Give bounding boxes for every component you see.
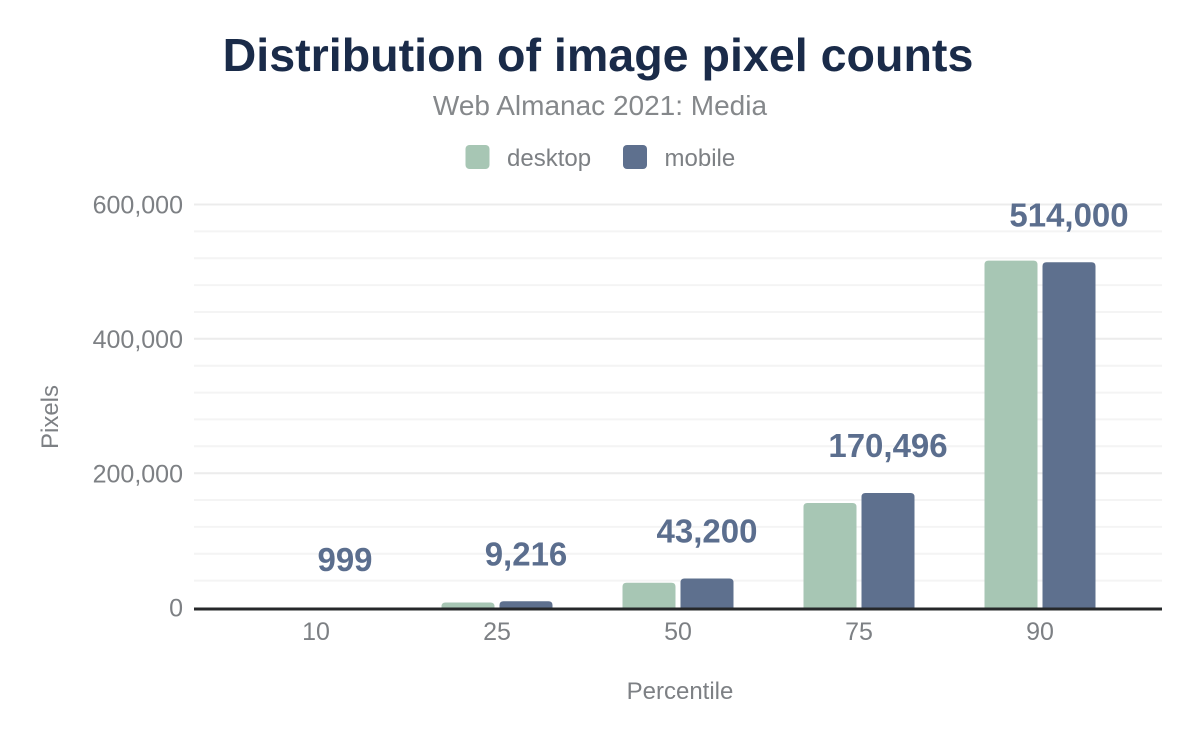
- svg-text:90: 90: [1026, 618, 1054, 646]
- svg-text:Pixels: Pixels: [37, 385, 64, 449]
- svg-text:514,000: 514,000: [1009, 196, 1128, 233]
- svg-text:Web Almanac 2021: Media: Web Almanac 2021: Media: [433, 90, 768, 121]
- svg-text:75: 75: [845, 618, 873, 646]
- svg-text:999: 999: [317, 541, 372, 578]
- svg-text:10: 10: [302, 618, 330, 646]
- svg-text:50: 50: [664, 618, 692, 646]
- svg-text:170,496: 170,496: [828, 427, 947, 464]
- svg-text:600,000: 600,000: [93, 192, 183, 220]
- svg-text:Distribution of image pixel co: Distribution of image pixel counts: [223, 29, 974, 81]
- svg-text:400,000: 400,000: [93, 326, 183, 354]
- svg-text:9,216: 9,216: [485, 535, 568, 572]
- svg-text:0: 0: [169, 595, 183, 623]
- svg-text:mobile: mobile: [665, 145, 736, 172]
- svg-text:25: 25: [483, 618, 511, 646]
- svg-text:desktop: desktop: [507, 145, 591, 172]
- svg-text:43,200: 43,200: [657, 513, 758, 550]
- svg-text:200,000: 200,000: [93, 460, 183, 488]
- svg-text:Percentile: Percentile: [627, 678, 734, 705]
